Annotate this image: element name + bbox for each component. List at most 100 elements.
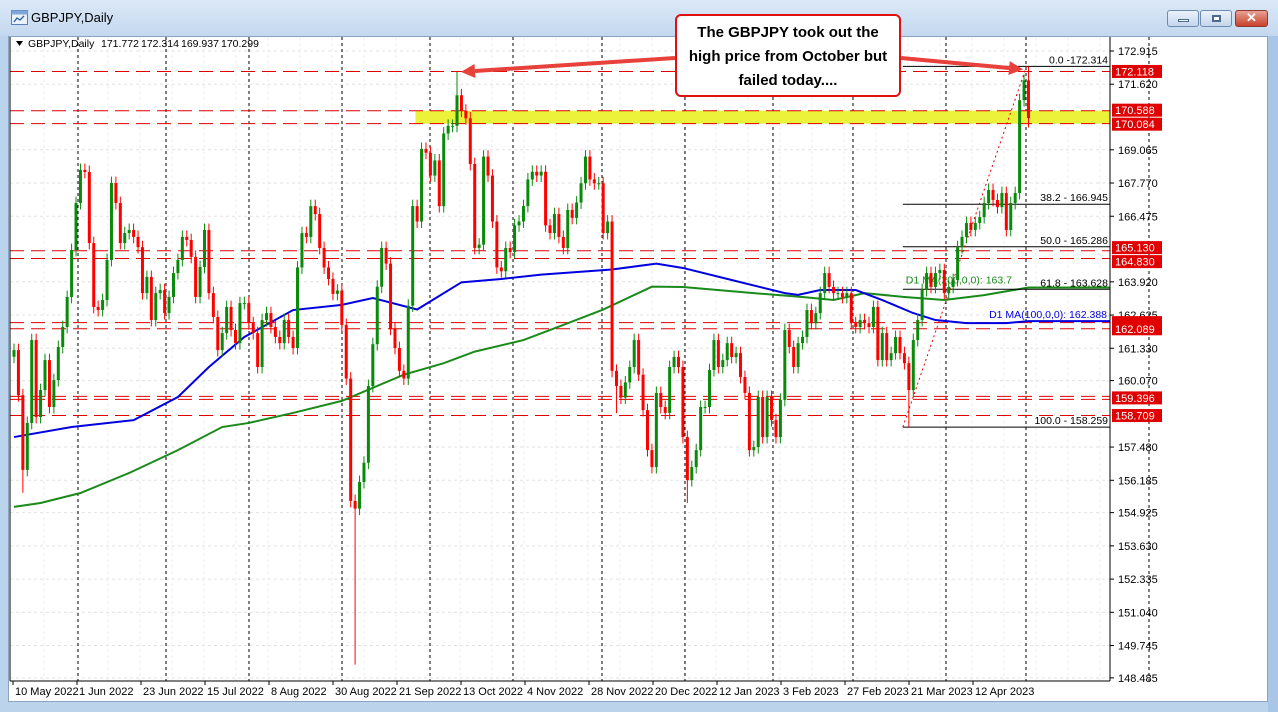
candle-bullish[interactable] [260, 313, 264, 374]
candle-bearish[interactable] [269, 306, 273, 334]
title-bar[interactable]: GBPJPY,Daily ✕ [0, 0, 1278, 36]
candle-bullish[interactable] [309, 199, 313, 244]
candle-bearish[interactable] [229, 300, 233, 337]
candle-bullish[interactable] [801, 330, 805, 350]
candle-bearish[interactable] [273, 320, 277, 344]
candle-bearish[interactable] [424, 142, 428, 160]
candle-bullish[interactable] [52, 373, 56, 414]
candle-bullish[interactable] [552, 207, 556, 240]
candle-bullish[interactable] [778, 393, 782, 444]
candle-bearish[interactable] [508, 241, 512, 259]
candle-bearish[interactable] [827, 266, 831, 294]
candle-bullish[interactable] [504, 241, 508, 278]
candle-bearish[interactable] [185, 230, 189, 247]
candle-bullish[interactable] [123, 226, 127, 250]
candle-bearish[interactable] [995, 193, 999, 214]
candle-bullish[interactable] [70, 243, 74, 304]
candle-bullish[interactable] [420, 142, 424, 228]
candle-bearish[interactable] [340, 284, 344, 332]
candle-bearish[interactable] [211, 286, 215, 324]
candle-bearish[interactable] [318, 207, 322, 255]
candle-bullish[interactable] [699, 400, 703, 457]
candle-bullish[interactable] [225, 300, 229, 340]
candle-bullish[interactable] [938, 263, 942, 280]
candle-bullish[interactable] [411, 199, 415, 313]
candle-bullish[interactable] [752, 440, 756, 457]
candle-bullish[interactable] [1013, 186, 1017, 210]
candle-bearish[interactable] [716, 333, 720, 374]
ma200-line[interactable] [13, 285, 1110, 508]
candle-bearish[interactable] [570, 203, 574, 225]
candle-bearish[interactable] [393, 322, 397, 355]
candle-bullish[interactable] [982, 196, 986, 224]
candle-bearish[interactable] [92, 236, 96, 314]
candle-bearish[interactable] [743, 370, 747, 400]
candle-bullish[interactable] [575, 196, 579, 225]
candle-bullish[interactable] [973, 216, 977, 237]
candle-bullish[interactable] [513, 218, 517, 259]
candle-bearish[interactable] [194, 250, 198, 304]
candle-bullish[interactable] [734, 346, 738, 364]
candle-bullish[interactable] [517, 215, 521, 232]
candle-bullish[interactable] [703, 400, 707, 414]
candle-bearish[interactable] [216, 310, 220, 357]
candle-bullish[interactable] [362, 456, 366, 489]
candle-bullish[interactable] [56, 340, 60, 387]
candle-bullish[interactable] [721, 353, 725, 374]
candle-bullish[interactable] [78, 163, 82, 210]
candle-bearish[interactable] [885, 326, 889, 367]
candle-bullish[interactable] [694, 443, 698, 474]
candle-bullish[interactable] [783, 323, 787, 407]
candle-bullish[interactable] [978, 210, 982, 230]
candle-bullish[interactable] [725, 336, 729, 367]
candle-bearish[interactable] [544, 165, 548, 232]
candle-bullish[interactable] [889, 346, 893, 367]
candle-bullish[interactable] [911, 333, 915, 397]
candle-bearish[interactable] [809, 303, 813, 330]
candle-bearish[interactable] [854, 316, 858, 334]
candle-bullish[interactable] [668, 360, 672, 420]
candle-bullish[interactable] [101, 293, 105, 317]
candle-bearish[interactable] [637, 333, 641, 382]
candle-bullish[interactable] [805, 303, 809, 344]
dropdown-triangle-icon[interactable] [16, 41, 23, 46]
candle-bullish[interactable] [171, 266, 175, 304]
candle-bullish[interactable] [74, 196, 78, 257]
candle-bearish[interactable] [495, 215, 499, 274]
candle-bullish[interactable] [167, 290, 171, 320]
candle-bearish[interactable] [132, 223, 136, 244]
candle-bullish[interactable] [442, 127, 446, 213]
candle-bearish[interactable] [437, 154, 441, 213]
candle-bearish[interactable] [774, 413, 778, 444]
candle-bullish[interactable] [672, 350, 676, 374]
candle-bearish[interactable] [87, 165, 91, 250]
candle-bullish[interactable] [180, 230, 184, 267]
candle-bearish[interactable] [739, 346, 743, 384]
candle-bullish[interactable] [1000, 186, 1004, 214]
candle-bearish[interactable] [34, 333, 38, 424]
candle-bearish[interactable] [149, 270, 153, 327]
candle-bearish[interactable] [189, 233, 193, 264]
close-button[interactable]: ✕ [1235, 10, 1268, 27]
candle-bullish[interactable] [127, 223, 131, 240]
candle-bullish[interactable] [43, 353, 47, 397]
candle-bearish[interactable] [792, 340, 796, 374]
ma100-line[interactable] [13, 262, 1110, 439]
candle-bullish[interactable] [406, 299, 410, 385]
candle-bearish[interactable] [96, 300, 100, 317]
candle-bearish[interactable] [730, 336, 734, 364]
candle-bullish[interactable] [858, 313, 862, 334]
candle-bearish[interactable] [1004, 186, 1008, 237]
candle-bearish[interactable] [787, 323, 791, 354]
candle-bullish[interactable] [158, 283, 162, 300]
candle-bullish[interactable] [145, 270, 149, 300]
candle-bullish[interactable] [451, 119, 455, 133]
candle-bearish[interactable] [681, 360, 685, 444]
candle-bullish[interactable] [880, 326, 884, 367]
candle-bearish[interactable] [313, 199, 317, 221]
candle-bullish[interactable] [951, 273, 955, 294]
candle-bearish[interactable] [969, 216, 973, 237]
candle-bearish[interactable] [21, 388, 25, 493]
candle-bullish[interactable] [606, 215, 610, 240]
candle-bullish[interactable] [894, 330, 898, 360]
